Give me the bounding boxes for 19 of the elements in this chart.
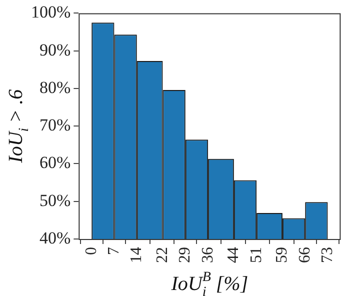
x-tick-label: 0 bbox=[82, 247, 100, 255]
y-tick-label: 70% bbox=[39, 116, 71, 135]
y-axis-title: IoUi > .6 bbox=[5, 89, 32, 164]
x-tick-label: 7 bbox=[105, 247, 122, 255]
y-tick-label: 50% bbox=[39, 190, 71, 210]
x-tick-label: 36 bbox=[199, 247, 216, 263]
y-tick-label: 60% bbox=[39, 153, 71, 172]
x-tick-label: 51 bbox=[248, 247, 265, 263]
y-tick-label: 80% bbox=[39, 78, 71, 97]
x-tick-label: 59 bbox=[274, 247, 291, 263]
x-tick-label: 22 bbox=[154, 247, 171, 263]
x-tick-label: 29 bbox=[176, 247, 194, 263]
y-tick-label: 90% bbox=[39, 40, 71, 60]
x-tick-label: 14 bbox=[128, 247, 146, 263]
y-tick-label: 100% bbox=[30, 2, 71, 22]
x-tick-label: 66 bbox=[296, 247, 314, 263]
x-tick-label: 73 bbox=[318, 247, 336, 263]
y-tick-label: 40% bbox=[39, 228, 71, 248]
x-tick-label: 44 bbox=[225, 247, 242, 263]
